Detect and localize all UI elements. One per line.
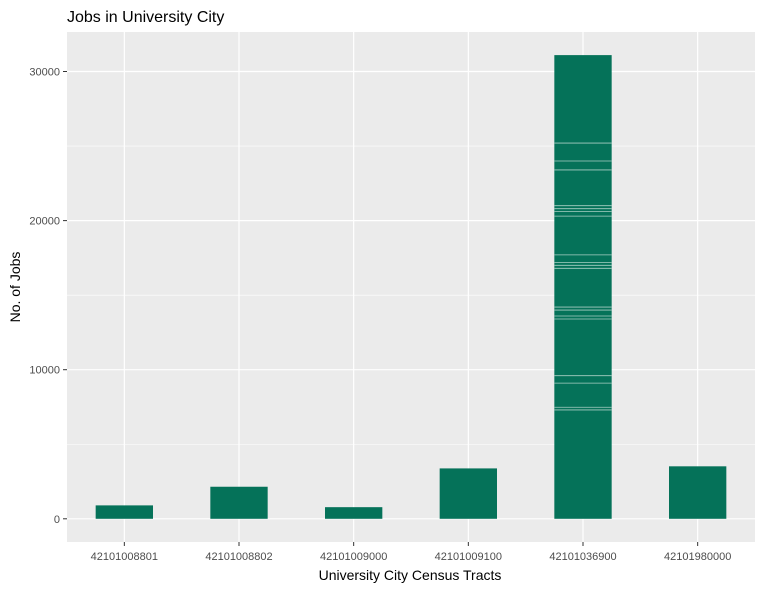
x-tick-label: 42101008801	[91, 551, 158, 563]
bars	[95, 55, 727, 519]
y-tick-label: 10000	[29, 365, 60, 377]
x-tick-label: 42101009000	[320, 551, 387, 563]
x-tick-label: 42101008802	[205, 551, 272, 563]
x-tick-label: 42101036900	[549, 551, 616, 563]
y-tick-label: 30000	[29, 67, 60, 79]
x-tick-label: 42101009100	[435, 551, 502, 563]
bar	[95, 505, 153, 519]
bar	[554, 55, 612, 519]
y-tick-label: 20000	[29, 216, 60, 228]
y-tick-label: 0	[54, 514, 60, 526]
bar	[439, 468, 497, 519]
plot-panel	[67, 32, 755, 542]
bar	[210, 486, 268, 519]
y-axis-title: No. of Jobs	[7, 252, 23, 323]
x-axis-title: University City Census Tracts	[319, 567, 502, 583]
bar	[325, 507, 383, 519]
chart-title: Jobs in University City	[67, 9, 224, 26]
axes: 0 10000 20000 30000 42101008801 42101008802 42…	[29, 67, 731, 563]
x-tick-label: 42101980000	[664, 551, 731, 563]
bar	[669, 466, 727, 519]
